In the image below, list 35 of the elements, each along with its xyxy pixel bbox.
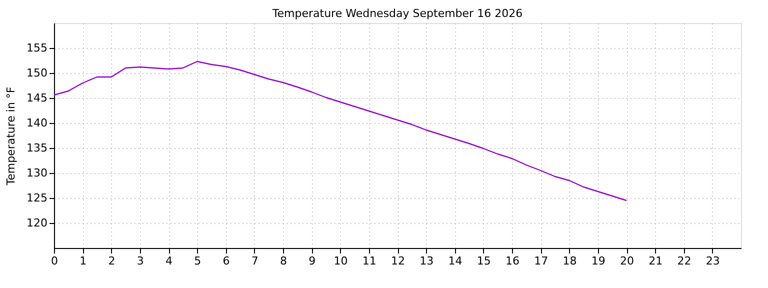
x-tick-label: 0 [51,254,58,268]
chart-title: Temperature Wednesday September 16 2026 [271,7,523,20]
y-tick-label: 140 [26,116,48,130]
x-tick-label: 13 [420,254,434,268]
x-tick-label: 15 [476,254,491,268]
x-tick-label: 21 [648,254,663,268]
x-tick-label: 23 [706,254,720,268]
y-axis-title: Temperature in °F [4,86,18,186]
y-tick-label: 150 [26,66,48,80]
x-tick-label: 18 [562,254,577,268]
x-tick-label: 12 [391,254,405,268]
x-tick-label: 4 [166,254,172,268]
y-tick-label: 120 [26,216,48,230]
y-tick-label: 135 [26,142,48,154]
x-tick-label: 17 [534,254,548,268]
x-tick-label: 2 [108,254,116,268]
x-tick-label: 1 [80,254,87,268]
x-tick-label: 11 [362,254,376,268]
x-tick-label: 3 [136,254,144,268]
x-tick-label: 20 [620,254,634,268]
x-tick-label: 5 [194,254,202,268]
x-tick-label: 8 [280,254,287,268]
y-tick-label: 145 [26,92,48,104]
x-tick-label: 7 [251,254,258,268]
x-tick-label: 9 [308,254,316,268]
x-tick-label: 22 [677,254,692,268]
x-tick-label: 16 [506,254,520,268]
x-tick-label: 6 [222,254,230,268]
y-tick-label: 155 [26,42,48,54]
x-tick-label: 19 [591,254,606,268]
line-series [54,60,628,202]
y-tick-label: 130 [26,166,48,180]
x-tick-label: 10 [334,254,348,268]
y-tick-label: 125 [26,192,48,204]
x-tick-label: 14 [448,254,462,268]
